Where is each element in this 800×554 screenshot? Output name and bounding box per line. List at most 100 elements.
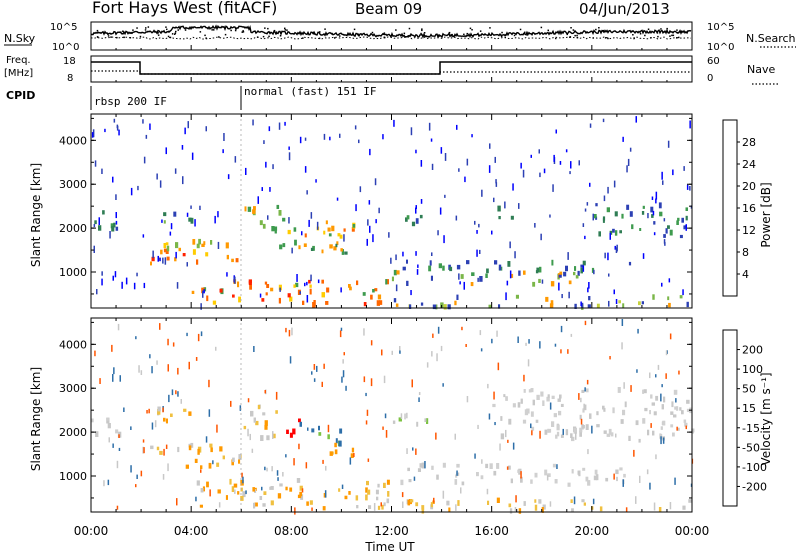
power-cell: [165, 147, 167, 155]
velocity-cell: [415, 448, 417, 455]
power-cell: [184, 127, 186, 135]
power-cell: [561, 294, 563, 299]
velocity-cell: [135, 336, 137, 340]
velocity-cell: [596, 424, 600, 428]
power-cell: [293, 284, 296, 288]
velocity-cell: [321, 381, 323, 387]
nsky-dot: [523, 33, 525, 35]
velocity-cell: [686, 408, 690, 412]
power-cell: [420, 160, 423, 167]
power-cell: [573, 271, 576, 276]
nsky-dot: [403, 32, 406, 35]
power-cell: [455, 215, 458, 221]
velocity-cell: [688, 499, 692, 503]
power-cell: [188, 217, 192, 222]
power-cell: [169, 231, 172, 236]
velocity-cell: [603, 430, 607, 434]
velocity-cell: [432, 333, 434, 338]
velocity-cell: [486, 488, 489, 495]
power-cell: [430, 275, 433, 281]
velocity-cell: [232, 457, 235, 463]
power-cell: [510, 215, 514, 220]
velocity-cell: [140, 470, 143, 477]
nsky-dot: [96, 36, 99, 38]
power-cell: [369, 225, 371, 233]
velocity-cell: [673, 414, 677, 418]
velocity-cell: [163, 448, 165, 456]
power-cell: [94, 160, 97, 167]
velocity-cell: [505, 396, 508, 401]
power-cell: [111, 226, 115, 232]
power-cell: [174, 257, 177, 262]
power-cell: [431, 163, 434, 170]
power-cell: [589, 123, 592, 128]
velocity-cell: [616, 476, 618, 482]
velocity-cell: [670, 411, 674, 415]
velocity-cell: [334, 449, 338, 455]
velocity-cell: [196, 480, 200, 486]
nsky-dot: [157, 32, 159, 34]
power-cell: [199, 205, 201, 210]
velocity-cell: [669, 333, 672, 340]
velocity-cell: [342, 359, 344, 364]
nsky-line: [90, 24, 692, 39]
power-cell: [580, 267, 583, 274]
power-cell: [588, 296, 591, 301]
velocity-cell: [531, 430, 533, 436]
power-cell: [406, 215, 410, 220]
power-cell: [540, 233, 542, 241]
power-cell: [287, 293, 291, 298]
power-cell: [268, 126, 271, 132]
velocity-cell: [660, 436, 662, 445]
velocity-cell: [535, 419, 539, 423]
power-cell: [182, 176, 184, 185]
velocity-cell: [297, 494, 302, 499]
velocity-cell: [238, 454, 242, 460]
power-cell: [642, 253, 645, 259]
nsky-dot: [421, 29, 423, 32]
power-cell: [362, 292, 366, 296]
velocity-cell: [382, 426, 384, 430]
velocity-cell: [526, 408, 530, 414]
velocity-cell: [615, 433, 617, 438]
power-cell: [182, 253, 186, 257]
power-cell: [164, 257, 167, 265]
power-cell: [677, 217, 680, 221]
cpid-mode-rbsp: rbsp 200 IF: [94, 95, 167, 108]
velocity-cell: [208, 379, 210, 388]
power-cell: [115, 220, 118, 225]
velocity-cell: [520, 398, 523, 404]
power-cell: [356, 280, 359, 286]
velocity-cell: [602, 405, 605, 410]
velocity-cell: [476, 472, 479, 477]
nsky-dot: [632, 34, 634, 36]
velocity-cell: [209, 489, 211, 497]
velocity-cell: [156, 446, 160, 451]
nsky-dot: [526, 34, 529, 36]
power-cell: [159, 257, 161, 262]
velocity-cell: [230, 400, 232, 407]
nsky-dot: [466, 32, 468, 35]
velocity-cell: [560, 434, 564, 438]
nsky-dot: [572, 29, 575, 31]
velocity-cell: [381, 349, 383, 356]
power-cell: [259, 220, 263, 226]
nsky-dot: [383, 32, 386, 34]
velocity-cell: [285, 486, 288, 491]
velocity-cell: [625, 507, 628, 512]
velocity-cell: [171, 389, 174, 396]
velocity-cell: [630, 385, 632, 392]
power-cell: [289, 296, 293, 302]
velocity-cell: [673, 389, 678, 395]
velocity-cell: [264, 390, 266, 394]
velocity-cell: [165, 418, 168, 424]
power-cell: [310, 212, 313, 219]
power-cell: [629, 211, 633, 217]
power-cell: [476, 249, 478, 257]
power-cell: [125, 277, 128, 285]
velocity-cell: [188, 445, 192, 451]
velocity-cell: [323, 363, 325, 369]
power-x-ticks: [90, 114, 693, 308]
power-cell: [608, 273, 610, 277]
velocity-cell: [385, 430, 388, 438]
